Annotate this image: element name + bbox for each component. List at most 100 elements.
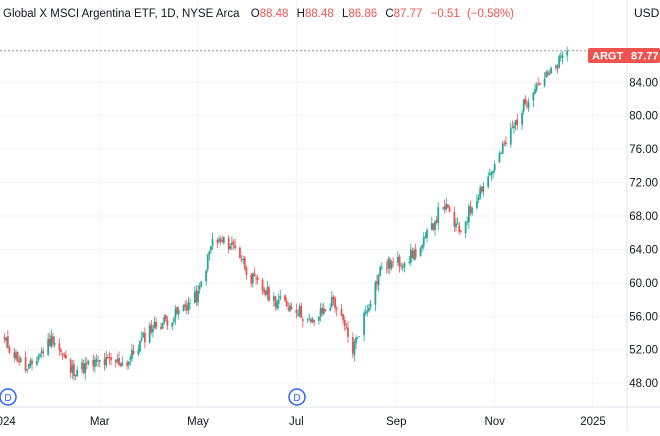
candle[interactable] [26,368,29,374]
candle[interactable] [503,140,506,147]
candle[interactable] [413,247,415,261]
candle[interactable] [61,353,64,360]
candle[interactable] [92,354,95,372]
candle[interactable] [387,256,390,274]
candle[interactable] [234,238,237,251]
candle[interactable] [24,350,27,373]
price-axis[interactable]: 48.00 52.00 56.00 60.00 64.00 68.00 72.00 76.00… [629,77,658,390]
candle[interactable] [105,350,108,369]
candle[interactable] [3,333,6,344]
candle[interactable] [277,293,280,310]
candle[interactable] [279,289,282,301]
candle[interactable] [443,199,446,214]
candle[interactable] [53,336,56,348]
candle[interactable] [253,267,256,277]
candle[interactable] [50,329,53,349]
candle[interactable] [211,232,214,250]
dividend-marker-2024[interactable]: D [0,388,17,406]
candle[interactable] [163,314,166,325]
candle[interactable] [419,246,422,257]
candle[interactable] [455,218,457,232]
candle[interactable] [221,235,224,244]
candle[interactable] [108,351,111,365]
candle[interactable] [374,280,377,312]
candle[interactable] [232,239,235,250]
candle[interactable] [501,140,504,154]
candle[interactable] [411,247,414,259]
candle[interactable] [347,321,349,343]
candle[interactable] [477,193,480,203]
candle[interactable] [27,363,30,369]
candle[interactable] [356,336,359,340]
candle[interactable] [319,302,322,322]
candle[interactable] [469,200,472,216]
candle[interactable] [379,265,382,277]
candle[interactable] [110,353,112,366]
candle[interactable] [532,91,535,108]
candle[interactable] [329,303,332,312]
candle[interactable] [60,348,62,356]
candle[interactable] [514,119,517,131]
candle[interactable] [126,359,129,370]
time-axis[interactable]: 2024 Mar May Jul Sep Nov 2025 [0,416,606,428]
candle[interactable] [121,356,124,367]
candle[interactable] [264,290,267,297]
candle[interactable] [6,329,9,349]
candle[interactable] [176,306,178,315]
candle[interactable] [482,182,485,197]
candle[interactable] [380,262,383,271]
candle[interactable] [355,335,357,350]
candle[interactable] [97,355,100,368]
candle[interactable] [505,136,507,147]
candle[interactable] [119,362,122,368]
candle[interactable] [377,273,380,292]
candle[interactable] [345,322,348,330]
candle[interactable] [42,347,45,358]
candle[interactable] [555,64,557,71]
candle[interactable] [39,352,41,358]
candle[interactable] [513,122,515,134]
candle[interactable] [132,344,135,356]
candle[interactable] [206,253,209,273]
candle[interactable] [148,322,151,344]
candle[interactable] [476,194,478,210]
candle[interactable] [403,261,406,273]
candle[interactable] [40,347,43,359]
candle[interactable] [95,354,98,367]
candle[interactable] [87,360,90,366]
candle[interactable] [522,98,525,115]
candle[interactable] [332,294,335,306]
candle[interactable] [527,98,530,112]
candle[interactable] [434,220,436,236]
candle[interactable] [408,256,411,265]
candle[interactable] [289,302,291,313]
candle[interactable] [511,120,514,129]
candle[interactable] [127,360,130,370]
candle[interactable] [313,319,316,327]
candle[interactable] [521,109,523,130]
candle[interactable] [400,262,403,270]
candle[interactable] [342,313,345,325]
candle[interactable] [71,359,74,380]
candle[interactable] [82,359,85,375]
candle[interactable] [426,228,428,243]
candle[interactable] [276,299,278,311]
candle[interactable] [193,285,196,304]
candle[interactable] [219,236,222,246]
candle[interactable] [322,302,325,316]
candle[interactable] [390,259,393,271]
candle[interactable] [52,333,54,348]
candle[interactable] [526,99,528,110]
candle[interactable] [73,360,75,381]
candle[interactable] [471,206,473,217]
candle[interactable] [13,347,16,363]
candle[interactable] [480,186,483,194]
candle[interactable] [561,50,564,65]
candle[interactable] [231,236,233,251]
symbol-title[interactable]: Global X MSCI Argentina ETF, 1D, NYSE Ar… [3,8,240,20]
candle[interactable] [177,306,180,320]
candle[interactable] [401,262,404,272]
candle[interactable] [14,349,17,361]
candle[interactable] [566,46,569,62]
candle[interactable] [308,313,311,321]
